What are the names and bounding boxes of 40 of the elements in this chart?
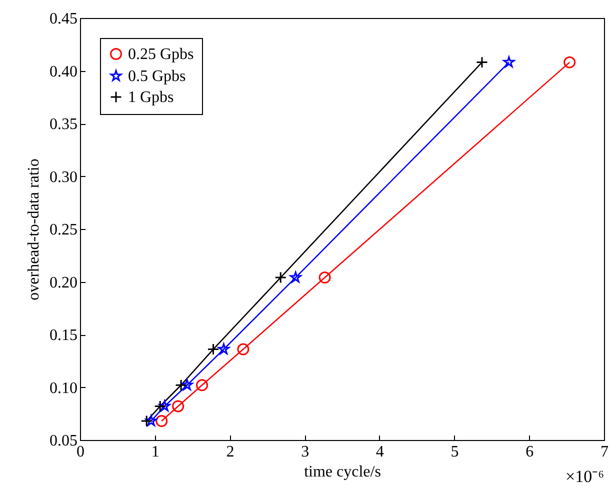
point <box>196 379 208 392</box>
point <box>290 272 302 283</box>
point <box>140 415 153 428</box>
x-tick-label: 6 <box>526 444 534 460</box>
point <box>237 343 250 356</box>
y-tick-label: 0.15 <box>50 327 78 344</box>
x-tick-label: 4 <box>376 444 384 460</box>
text: ×10⁻⁶ <box>565 467 604 486</box>
y-tick-label: 0.30 <box>50 168 78 186</box>
point <box>172 400 184 412</box>
y-tick-label: 0.45 <box>50 10 78 28</box>
x-tick-label: 5 <box>450 444 459 460</box>
point <box>154 400 166 412</box>
point <box>274 272 287 284</box>
y-tick-label: 0.25 <box>50 222 78 238</box>
point <box>503 56 515 68</box>
x-tick-label: 7 <box>600 444 608 460</box>
y-tick-label: 0.40 <box>50 63 78 80</box>
point <box>207 343 220 356</box>
y-tick-label: 0.10 <box>50 380 78 397</box>
x-tick-label: 1 <box>151 444 160 460</box>
point <box>175 379 188 392</box>
point <box>181 379 193 390</box>
legend-label: 0.25 Gpbs <box>128 46 194 63</box>
legend-label: 0.5 Gpbs <box>128 68 186 85</box>
y-tick-label: 0.20 <box>50 274 78 292</box>
x-tick-label: 2 <box>226 444 234 460</box>
point <box>564 56 576 68</box>
point <box>318 272 331 284</box>
x-tick-label: 3 <box>301 444 310 460</box>
y-tick-label: 0.05 <box>50 432 78 450</box>
legend-label: 1 Gpbs <box>128 89 174 106</box>
y-axis-title: overhead-to-data ratio <box>26 158 42 300</box>
y-tick-label: 0.35 <box>50 116 78 133</box>
point <box>158 400 170 412</box>
point <box>156 415 168 427</box>
x-tick-label: 0 <box>76 444 84 460</box>
point <box>476 56 488 68</box>
point <box>218 343 230 354</box>
x-axis-title: time cycle/s <box>304 464 381 480</box>
